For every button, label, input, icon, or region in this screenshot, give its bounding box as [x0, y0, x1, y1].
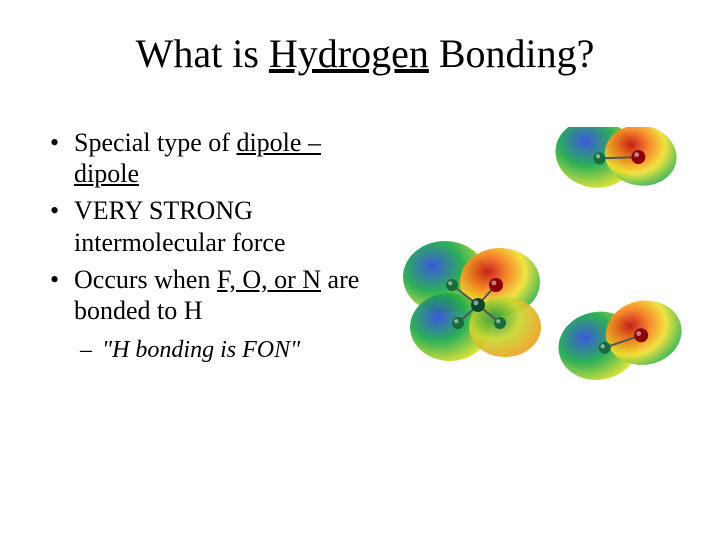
molecule-top [550, 127, 681, 201]
bullet-underlined: F, O, or N [217, 265, 321, 294]
bullet-item: VERY STRONG intermolecular force [50, 195, 390, 257]
text-column: Special type of dipole – dipole VERY STR… [50, 127, 390, 432]
bullet-item: Occurs when F, O, or N are bonded to H "… [50, 264, 390, 365]
bullet-pre: Occurs when [74, 265, 217, 294]
sub-bullet-list: "H bonding is FON" [80, 336, 390, 365]
title-underlined: Hydrogen [269, 31, 429, 76]
title-prefix: What is [136, 31, 269, 76]
bullet-list: Special type of dipole – dipole VERY STR… [50, 127, 390, 365]
molecule-right [553, 295, 688, 387]
content-row: Special type of dipole – dipole VERY STR… [50, 127, 680, 432]
molecule-diagram [400, 127, 700, 427]
title-suffix: Bonding? [429, 31, 595, 76]
bullet-pre: Special type of [74, 128, 236, 157]
molecule-left [403, 241, 541, 361]
slide-title: What is Hydrogen Bonding? [50, 30, 680, 77]
slide: What is Hydrogen Bonding? Special type o… [0, 0, 720, 540]
bullet-pre: VERY STRONG intermolecular force [74, 196, 286, 256]
sub-bullet-item: "H bonding is FON" [80, 336, 390, 365]
bullet-item: Special type of dipole – dipole [50, 127, 390, 189]
image-column [400, 127, 700, 432]
